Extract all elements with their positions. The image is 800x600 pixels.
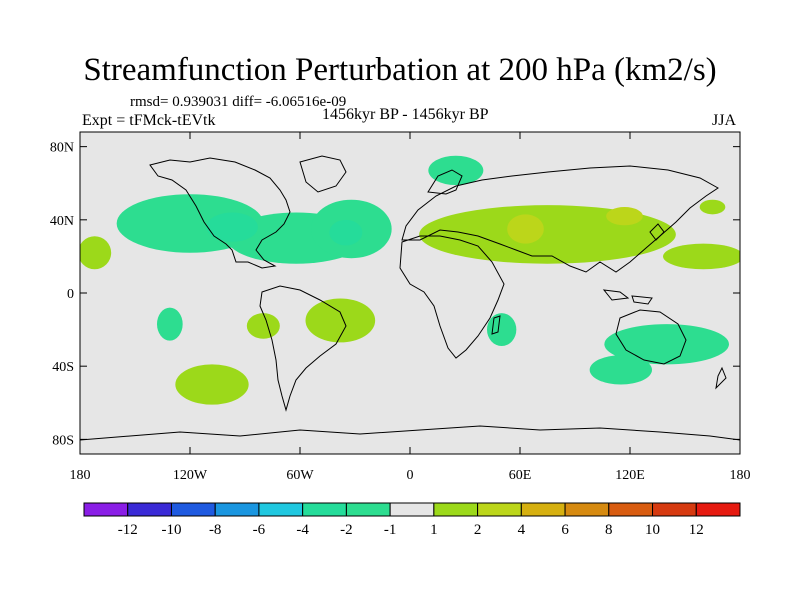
contour-region xyxy=(80,236,112,270)
colorbar-swatch xyxy=(520,502,566,517)
lon-label: 60W xyxy=(286,468,314,483)
colorbar-swatch xyxy=(345,502,391,517)
colorbar-label: -8 xyxy=(209,522,222,538)
contour-region xyxy=(699,199,726,215)
colorbar-swatch xyxy=(389,502,435,517)
map-title: Streamfunction Perturbation at 200 hPa (… xyxy=(83,52,717,88)
colorbar-swatch xyxy=(652,502,697,517)
colorbar-label: -1 xyxy=(384,522,397,538)
lat-label: 80S xyxy=(52,433,74,448)
colorbar-label: 1 xyxy=(430,522,438,538)
lon-label: 120W xyxy=(173,468,208,483)
lat-label: 0 xyxy=(67,287,74,302)
colorbar-swatch xyxy=(433,502,479,517)
colorbar-label: -10 xyxy=(161,522,181,538)
lon-label: 60E xyxy=(509,468,532,483)
lat-label: 40S xyxy=(52,360,74,375)
colorbar-label: 12 xyxy=(689,522,704,538)
contour-region xyxy=(329,219,363,246)
lon-label: 0 xyxy=(407,468,414,483)
colorbar-swatch xyxy=(214,502,260,517)
contour-region xyxy=(305,298,376,343)
colorbar-swatch xyxy=(127,502,172,517)
colorbar-label: -2 xyxy=(340,522,353,538)
lon-label: 180 xyxy=(70,468,91,483)
map-axes: 80N 40N 0 40S 80S 180 120W 60W 0 60E 120E 180 xyxy=(50,132,751,483)
colorbar-label: 6 xyxy=(561,522,569,538)
lat-label: 40N xyxy=(50,214,74,229)
colorbar-label: 2 xyxy=(474,522,482,538)
colorbar: -12 -10 -8 -6 -4 -2 -1 1 2 4 6 8 10 12 xyxy=(83,502,741,538)
contour-region xyxy=(428,155,484,186)
contour-region xyxy=(206,212,258,242)
period-label: 1456kyr BP - 1456kyr BP xyxy=(322,106,489,123)
stats-label: rmsd= 0.939031 diff= -6.06516e-09 xyxy=(130,94,347,110)
colorbar-label: 10 xyxy=(645,522,660,538)
contour-region xyxy=(175,364,249,405)
contour-region xyxy=(606,207,643,226)
colorbar-swatch xyxy=(695,502,741,517)
lon-label: 180 xyxy=(730,468,751,483)
colorbar-label: -4 xyxy=(296,522,309,538)
contour-fields xyxy=(80,155,740,405)
map-background xyxy=(80,132,740,454)
season-label: JJA xyxy=(712,112,737,129)
colorbar-label: 8 xyxy=(605,522,613,538)
lat-label: 80N xyxy=(50,141,74,156)
contour-region xyxy=(487,313,517,347)
contour-region xyxy=(157,307,183,341)
experiment-label: Expt = tFMck-tEVtk xyxy=(82,112,216,129)
contour-region xyxy=(589,355,652,385)
colorbar-swatch xyxy=(564,502,610,517)
colorbar-swatch xyxy=(608,502,654,517)
colorbar-label: -6 xyxy=(253,522,266,538)
colorbar-swatch xyxy=(477,502,522,517)
lon-label: 120E xyxy=(615,468,645,483)
contour-region xyxy=(663,243,740,270)
contour-region xyxy=(507,214,544,244)
colorbar-swatch xyxy=(302,502,347,517)
colorbar-label: -12 xyxy=(118,522,138,538)
coastlines xyxy=(80,155,740,441)
contour-region xyxy=(604,324,730,365)
colorbar-label: 4 xyxy=(518,522,526,538)
colorbar-swatch xyxy=(83,502,129,517)
contour-region xyxy=(246,313,280,339)
colorbar-swatch xyxy=(170,502,216,517)
colorbar-swatch xyxy=(258,502,304,517)
